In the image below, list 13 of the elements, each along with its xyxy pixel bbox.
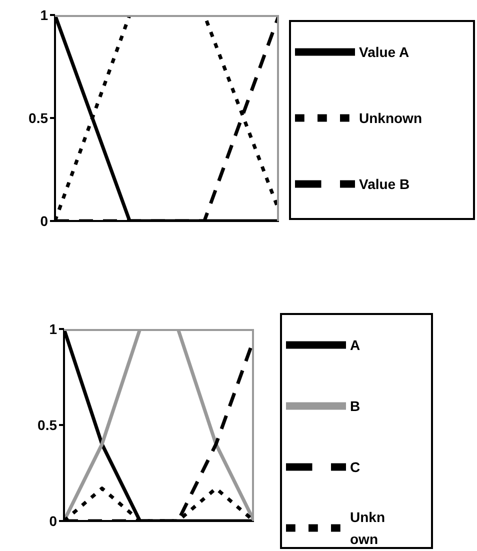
y-tick-label: 0 bbox=[40, 212, 48, 229]
y-tick-label: 1 bbox=[40, 6, 48, 23]
legend-label: Value A bbox=[359, 43, 410, 62]
legend-label: B bbox=[350, 397, 362, 416]
legend-label: Value B bbox=[359, 175, 411, 194]
y-tick-label: 0 bbox=[49, 512, 58, 529]
legend-label: A bbox=[350, 336, 362, 355]
y-tick-label: 1 bbox=[49, 320, 58, 337]
legend-label: Unknown bbox=[359, 109, 423, 128]
legend-label: Unknown bbox=[350, 508, 386, 549]
y-tick-label: 0.5 bbox=[38, 416, 58, 433]
y-tick-label: 0.5 bbox=[28, 110, 48, 126]
legend-label: C bbox=[350, 458, 362, 477]
